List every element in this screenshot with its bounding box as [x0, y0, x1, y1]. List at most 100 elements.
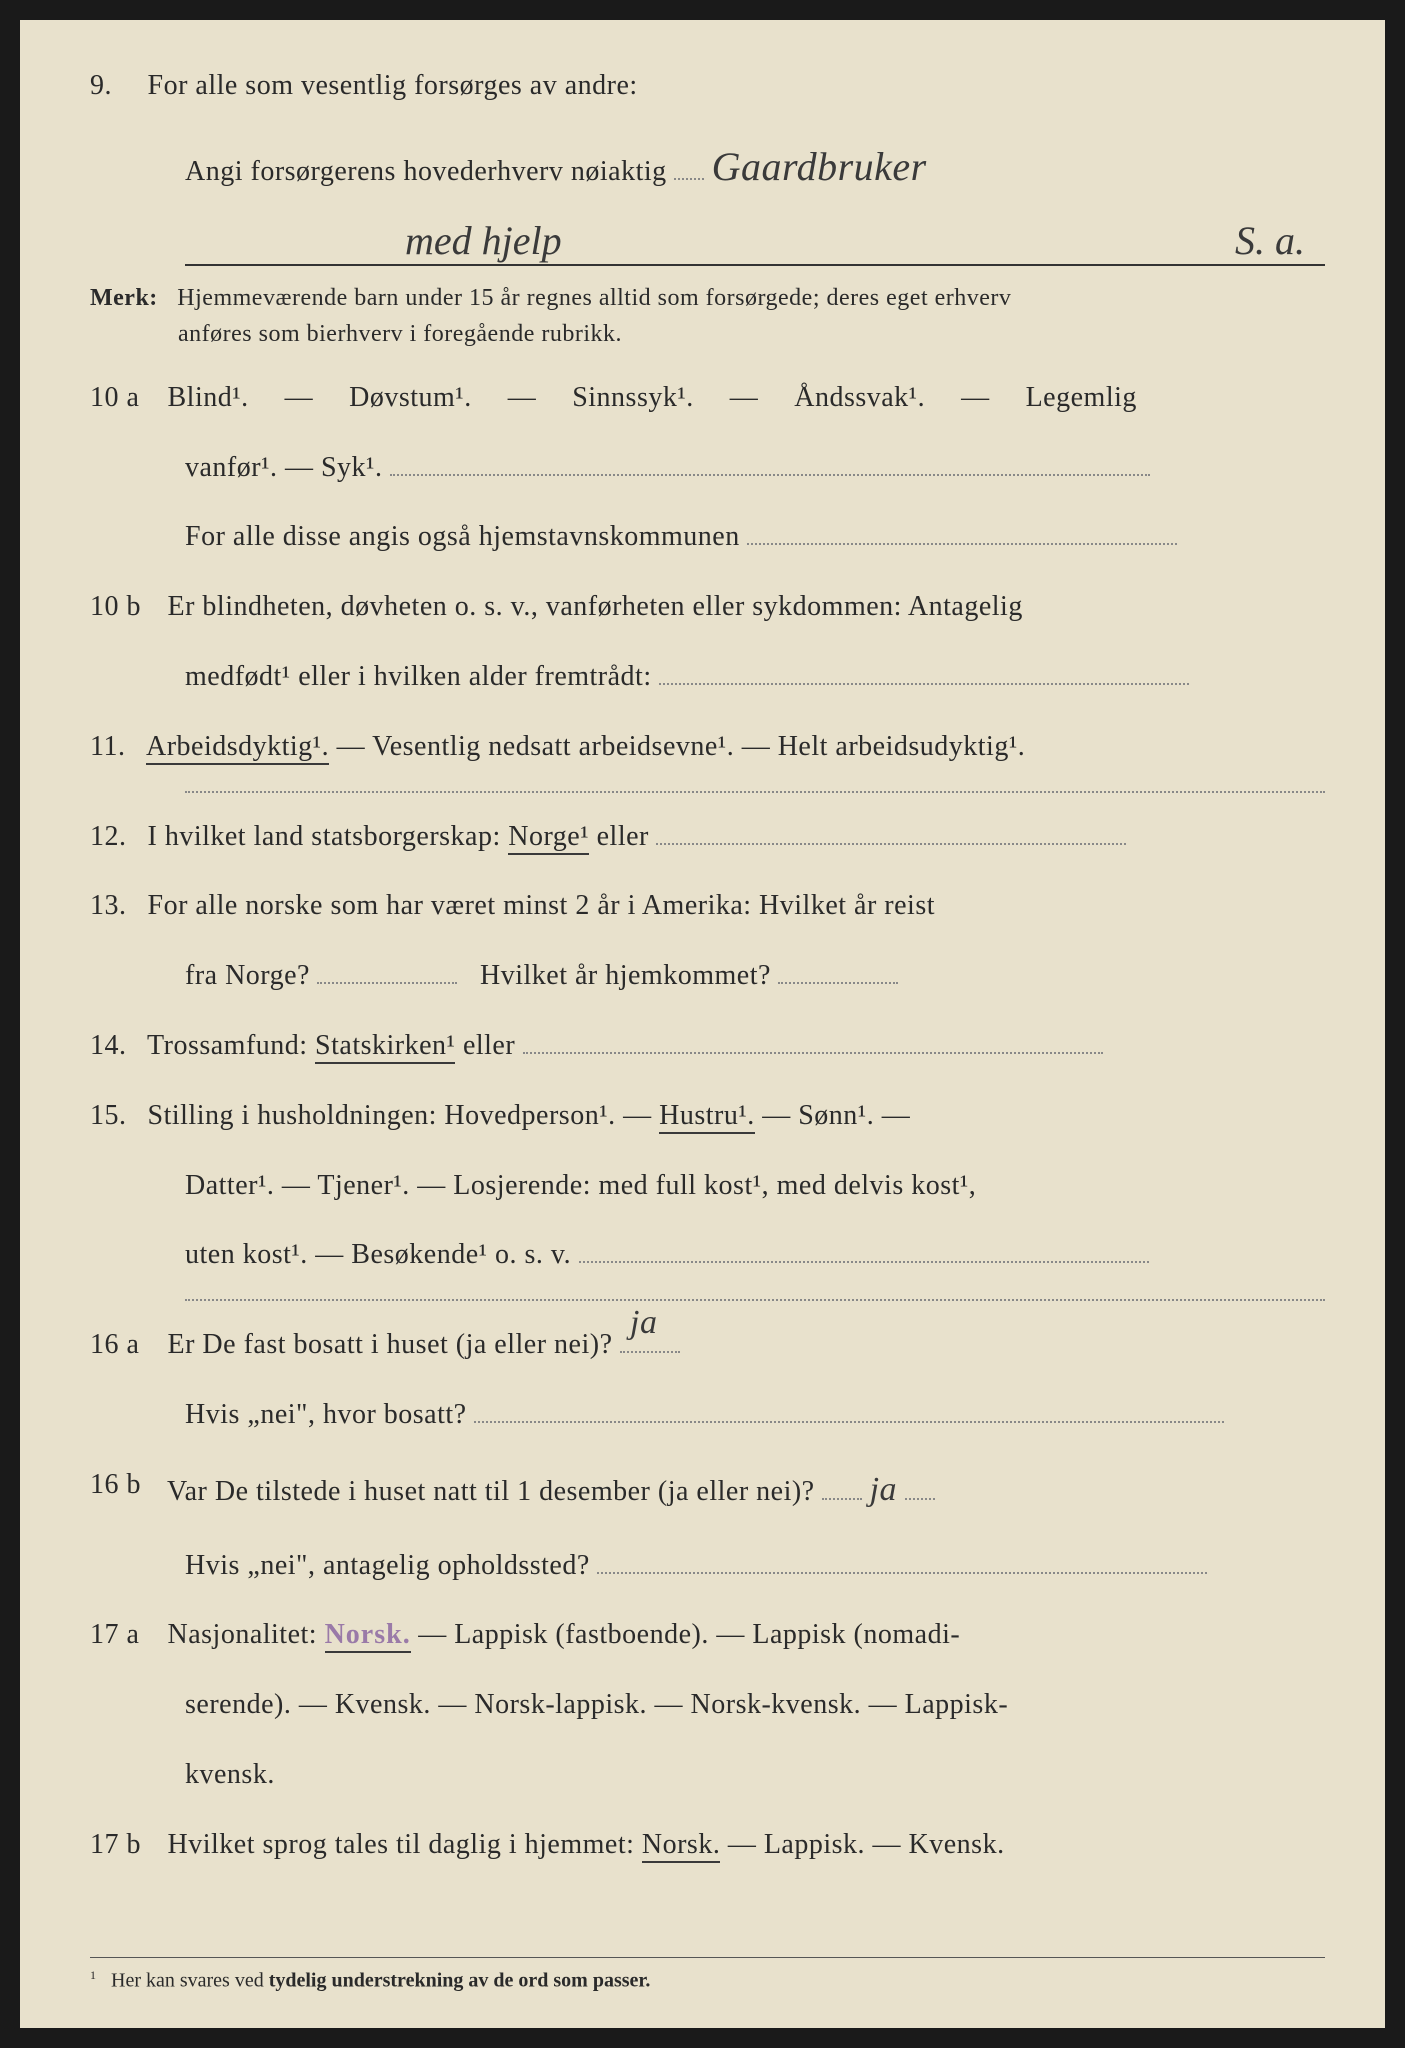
q9-answer2a: med hjelp	[405, 217, 562, 264]
divider	[185, 1299, 1325, 1301]
q17a-line3-text: kvensk.	[185, 1759, 275, 1790]
q15-hustru: Hustru¹.	[659, 1100, 755, 1134]
dotted-fill	[822, 1498, 862, 1500]
dotted-fill	[905, 1498, 935, 1500]
merk-label: Merk:	[90, 285, 158, 311]
q10a-line1: Blind¹. — Døvstum¹. — Sinnssyk¹. — Åndss…	[168, 382, 1137, 413]
q12-number: 12.	[90, 811, 140, 863]
q16b-line2: Hvis „nei", antagelig opholdssted?	[185, 1540, 1325, 1592]
dotted-fill	[747, 543, 1177, 545]
q12-norge: Norge¹	[508, 821, 589, 855]
dotted-fill	[579, 1261, 1149, 1263]
q14-number: 14.	[90, 1020, 140, 1072]
q11-number: 11.	[90, 721, 140, 773]
q9: 9. For alle som vesentlig forsørges av a…	[90, 60, 1325, 112]
q9-answer1: Gaardbruker	[712, 130, 927, 204]
q15: 15. Stilling i husholdningen: Hovedperso…	[90, 1090, 1325, 1142]
q13: 13. For alle norske som har været minst …	[90, 880, 1325, 932]
q17a-line2-text: serende). — Kvensk. — Norsk-lappisk. — N…	[185, 1689, 1008, 1720]
dotted-fill	[659, 683, 1189, 685]
q16a-number: 16 a	[90, 1319, 160, 1371]
q11-underlined: Arbeidsdyktig¹.	[146, 731, 329, 765]
footnote-b: tydelig understrekning av de ord som pas…	[269, 1970, 651, 1992]
q10a-line2: vanfør¹. — Syk¹.	[185, 442, 1325, 494]
q16b-prefix: Var De tilstede i huset natt til 1 desem…	[167, 1476, 815, 1507]
q15-line1a: Stilling i husholdningen: Hovedperson¹. …	[148, 1100, 660, 1131]
q17b-rest: — Lappisk. — Kvensk.	[728, 1829, 1005, 1860]
q12-prefix: I hvilket land statsborgerskap:	[148, 821, 509, 852]
census-form-page: 9. For alle som vesentlig forsørges av a…	[0, 0, 1405, 2048]
q13-line2b: Hvilket år hjemkommet?	[480, 960, 771, 991]
q10b-line2-prefix: medfødt¹ eller i hvilken alder fremtrådt…	[185, 661, 652, 692]
q16b-answer: ja	[870, 1459, 897, 1522]
dotted-fill	[674, 178, 704, 180]
q11: 11. Arbeidsdyktig¹. — Vesentlig nedsatt …	[90, 721, 1325, 773]
q16b-line2-prefix: Hvis „nei", antagelig opholdssted?	[185, 1550, 590, 1581]
q17a-number: 17 a	[90, 1609, 160, 1661]
q17a-line3: kvensk.	[185, 1749, 1325, 1801]
q15-line3-prefix: uten kost¹. — Besøkende¹ o. s. v.	[185, 1239, 571, 1270]
divider	[185, 791, 1325, 793]
q13-line2a: fra Norge?	[185, 960, 310, 991]
q9-answer-row2: med hjelp S. a.	[185, 222, 1325, 266]
q15-line1b: — Sønn¹. —	[762, 1100, 910, 1131]
q10a-number: 10 a	[90, 372, 160, 424]
merk-text1: Hjemmeværende barn under 15 år regnes al…	[177, 285, 1011, 311]
q9-answer2b: S. a.	[1235, 217, 1305, 264]
q13-line1: For alle norske som har været minst 2 år…	[148, 890, 936, 921]
dotted-fill	[317, 982, 457, 984]
dotted-fill	[474, 1421, 1224, 1423]
q17a-norsk-stamp: Norsk.	[325, 1619, 411, 1653]
q14-statskirken: Statskirken¹	[315, 1030, 455, 1064]
q14-prefix: Trossamfund:	[147, 1030, 315, 1061]
q9-number: 9.	[90, 60, 140, 112]
q9-line2: Angi forsørgerens hovederhverv nøiaktig …	[185, 130, 1325, 204]
footnote-sup: 1	[90, 1968, 96, 1982]
dotted-fill	[390, 474, 1150, 476]
q16b: 16 b Var De tilstede i huset natt til 1 …	[90, 1459, 1325, 1522]
q17b-norsk: Norsk.	[642, 1829, 720, 1863]
q13-line2: fra Norge? Hvilket år hjemkommet?	[185, 950, 1325, 1002]
q13-number: 13.	[90, 880, 140, 932]
q15-line3: uten kost¹. — Besøkende¹ o. s. v.	[185, 1229, 1325, 1281]
q16a-line2: Hvis „nei", hvor bosatt?	[185, 1389, 1325, 1441]
q9-line2-prefix: Angi forsørgerens hovederhverv nøiaktig	[185, 156, 667, 187]
q16a: 16 a Er De fast bosatt i huset (ja eller…	[90, 1319, 1325, 1371]
q17b-number: 17 b	[90, 1819, 160, 1871]
q16a-line2-prefix: Hvis „nei", hvor bosatt?	[185, 1399, 467, 1430]
dotted-fill: ja	[620, 1351, 680, 1353]
q17a-prefix: Nasjonalitet:	[168, 1619, 325, 1650]
q17b-prefix: Hvilket sprog tales til daglig i hjemmet…	[168, 1829, 642, 1860]
q17a: 17 a Nasjonalitet: Norsk. — Lappisk (fas…	[90, 1609, 1325, 1661]
q10b-line2: medfødt¹ eller i hvilken alder fremtrådt…	[185, 651, 1325, 703]
q10a-line2-prefix: vanfør¹. — Syk¹.	[185, 452, 382, 483]
q16b-number: 16 b	[90, 1459, 160, 1511]
q10b: 10 b Er blindheten, døvheten o. s. v., v…	[90, 581, 1325, 633]
merk-text2: anføres som bierhverv i foregående rubri…	[178, 316, 622, 352]
q12-mid: eller	[597, 821, 649, 852]
q14: 14. Trossamfund: Statskirken¹ eller	[90, 1020, 1325, 1072]
dotted-fill	[597, 1572, 1207, 1574]
dotted-fill	[656, 843, 1126, 845]
q15-number: 15.	[90, 1090, 140, 1142]
q12: 12. I hvilket land statsborgerskap: Norg…	[90, 811, 1325, 863]
q10b-line1: Er blindheten, døvheten o. s. v., vanfør…	[168, 591, 1023, 622]
q11-mid: — Vesentlig nedsatt arbeidsevne¹. — Helt…	[337, 731, 1026, 762]
q17b: 17 b Hvilket sprog tales til daglig i hj…	[90, 1819, 1325, 1871]
q9-line1: For alle som vesentlig forsørges av andr…	[148, 70, 638, 101]
footnote: 1 Her kan svares ved tydelig understrekn…	[90, 1957, 1325, 1993]
q10b-number: 10 b	[90, 581, 160, 633]
q16a-answer: ja	[630, 1292, 657, 1355]
q10a-line3-prefix: For alle disse angis også hjemstavnskomm…	[185, 521, 740, 552]
q16a-prefix: Er De fast bosatt i huset (ja eller nei)…	[168, 1329, 613, 1360]
q10a: 10 a Blind¹. — Døvstum¹. — Sinnssyk¹. — …	[90, 372, 1325, 424]
dotted-fill	[778, 982, 898, 984]
merk-note: Merk: Hjemmeværende barn under 15 år reg…	[90, 280, 1325, 352]
dotted-fill	[523, 1052, 1103, 1054]
q15-line2-text: Datter¹. — Tjener¹. — Losjerende: med fu…	[185, 1170, 976, 1201]
q17a-line2: serende). — Kvensk. — Norsk-lappisk. — N…	[185, 1679, 1325, 1731]
footnote-a: Her kan svares ved	[111, 1970, 269, 1992]
q17a-line1-rest: — Lappisk (fastboende). — Lappisk (nomad…	[418, 1619, 960, 1650]
q14-mid: eller	[463, 1030, 515, 1061]
q15-line2: Datter¹. — Tjener¹. — Losjerende: med fu…	[185, 1160, 1325, 1212]
